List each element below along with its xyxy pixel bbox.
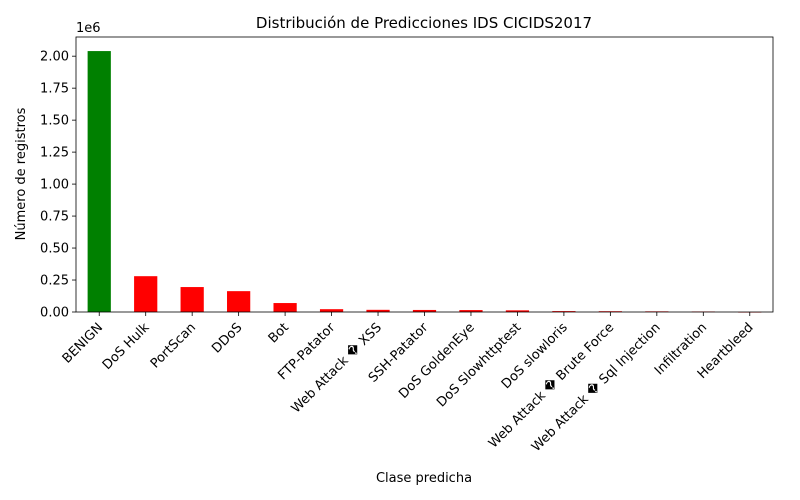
x-tick-label-3: DDoS — [209, 320, 245, 356]
y-tick-label-6: 1.50 — [40, 114, 69, 129]
y-axis-multiplier: 1e6 — [76, 21, 101, 36]
bar-9 — [505, 310, 530, 312]
bars-group — [87, 51, 762, 313]
bar-4 — [273, 303, 297, 312]
x-tick-label-6: Web Attack � XSS — [287, 319, 385, 417]
y-tick-label-3: 0.75 — [40, 210, 69, 225]
x-tick-label-2: PortScan — [148, 320, 199, 371]
x-tick-label-0: BENIGN — [60, 320, 106, 366]
bar-2 — [180, 287, 204, 312]
bar-7 — [412, 309, 437, 312]
x-tick-label-1: DoS Hulk — [100, 320, 153, 373]
chart-title: Distribución de Predicciones IDS CICIDS2… — [256, 14, 592, 32]
bar-1 — [134, 276, 158, 312]
x-tick-label-4: Bot — [266, 320, 292, 346]
y-tick-label-1: 0.25 — [40, 274, 69, 289]
y-tick-label-7: 1.75 — [40, 82, 69, 97]
x-axis-label: Clase predicha — [376, 471, 472, 486]
x-tick-label-9: DoS Slowhttptest — [434, 320, 524, 410]
bar-5 — [319, 309, 344, 312]
y-tick-label-0: 0.00 — [40, 306, 69, 321]
y-tick-label-8: 2.00 — [40, 50, 69, 65]
bar-0 — [87, 51, 111, 313]
y-tick-label-4: 1.00 — [40, 178, 69, 193]
y-tick-label-5: 1.25 — [40, 146, 69, 161]
y-axis-ticks: 0.00 0.25 0.50 0.75 1.00 1.25 1.50 1.75 2.00 — [40, 50, 76, 321]
bar-3 — [227, 291, 251, 312]
bar-8 — [459, 310, 483, 312]
y-tick-label-2: 0.50 — [40, 242, 69, 257]
bar-10 — [552, 311, 576, 312]
plot-frame — [75, 36, 774, 313]
y-axis-label: Número de registros — [14, 107, 29, 240]
bar-6 — [366, 309, 390, 312]
